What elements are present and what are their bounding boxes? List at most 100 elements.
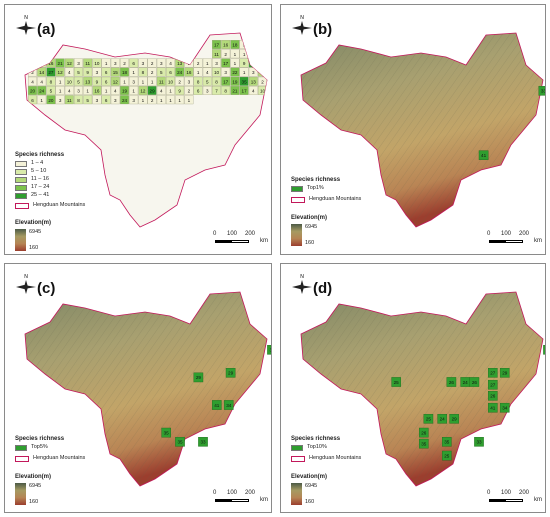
- grid-cell-value: 11: [159, 79, 164, 84]
- grid-cell-value: 9: [96, 79, 99, 84]
- elevation-ramp: [15, 483, 26, 505]
- grid-cell-value: 21: [232, 89, 238, 94]
- grid-cell: [193, 86, 203, 95]
- grid-cell-value: 3: [142, 61, 145, 66]
- grid-cell: [101, 86, 111, 95]
- region-boundary: [300, 291, 544, 487]
- top-cell: [499, 402, 510, 413]
- grid-cell-value: 1: [188, 61, 191, 66]
- grid-cell: [212, 49, 221, 59]
- legend-swatch: [15, 445, 27, 451]
- elevation-ramp: [15, 229, 26, 251]
- terrain-map: 33 41: [300, 32, 545, 228]
- grid-cell-value: 1: [252, 43, 255, 48]
- grid-cell-value: 16: [186, 70, 192, 75]
- elevation-legend: Elevation(m) 6945 160: [291, 474, 328, 505]
- species-richness-legend: Species richness 1 – 4 5 – 10 11 – 16 17…: [15, 152, 86, 209]
- elevation-ramp: [291, 483, 302, 505]
- grid-cell: [55, 86, 65, 95]
- grid-cell-value: 1: [206, 61, 209, 66]
- grid-cell: [156, 95, 166, 105]
- grid-cell-value: 10: [214, 70, 220, 75]
- grid-cell-value: 9: [243, 61, 246, 66]
- grid-cells: 3233252624262729272641342524292635352533: [391, 344, 545, 461]
- top-cell-value: 41: [490, 406, 496, 411]
- grid-cell: [239, 58, 249, 68]
- grid-cell-value: 12: [140, 89, 146, 94]
- grid-cell-value: 13: [177, 61, 183, 66]
- grid-cell: [101, 76, 111, 86]
- grid-cell: [212, 40, 221, 49]
- grid-cell: [175, 67, 185, 77]
- grid-cell: [212, 86, 221, 95]
- top-cell: [543, 344, 545, 355]
- boundary-swatch: [291, 456, 305, 462]
- grid-cell-value: 1: [142, 98, 145, 103]
- top-cell-value: 29: [196, 375, 202, 380]
- top-cell-value: 24: [463, 380, 469, 385]
- grid-cell-value: 3: [96, 70, 99, 75]
- grid-cell-value: 11: [214, 52, 219, 57]
- elevation-legend: Elevation(m) 6945 160: [15, 474, 52, 505]
- grid-cell-value: 4: [169, 61, 172, 66]
- grid-cell-value: 24: [122, 98, 128, 103]
- grid-cell: [64, 58, 74, 68]
- elevation-legend: Elevation(m) 6945 160: [291, 215, 328, 246]
- top-cell: [487, 402, 498, 413]
- species-richness-legend: Species richness Top5% Hengduan Mountain…: [15, 436, 86, 462]
- grid-cell-value: 1: [234, 52, 237, 57]
- grid-cell: [28, 58, 37, 68]
- grid-cell: [166, 58, 175, 68]
- grid-cell: [83, 95, 93, 105]
- grid-cell-value: 5: [86, 98, 89, 103]
- grid-cell: [83, 76, 93, 86]
- grid-cell: [166, 67, 175, 77]
- grid-cell: [46, 76, 56, 86]
- grid-cell-value: 8: [50, 79, 53, 84]
- grid-cell-value: 2: [261, 79, 264, 84]
- grid-cell: [37, 95, 47, 105]
- legend-swatch: [15, 177, 27, 183]
- grid-cell-value: 1: [169, 89, 172, 94]
- grid-cell-value: 12: [67, 61, 73, 66]
- grid-cell: [37, 67, 47, 77]
- top-cell: [446, 377, 457, 387]
- top-cell: [469, 377, 480, 387]
- grid-cell: [248, 49, 258, 59]
- grid-cell-value: 29: [150, 89, 156, 94]
- grid-cell-value: 11: [67, 98, 72, 103]
- top-cell: [474, 436, 484, 447]
- grid-cell-value: 18: [232, 43, 238, 48]
- grid-cell: [166, 86, 175, 95]
- top-cell-value: 35: [421, 441, 427, 446]
- grid-cell: [129, 76, 139, 86]
- legend-swatch: [15, 161, 27, 167]
- grid-cell-value: 10: [94, 61, 100, 66]
- top-cell-value: 35: [164, 430, 170, 435]
- grid-cell-value: 3: [215, 61, 218, 66]
- grid-cell-value: 12: [113, 79, 119, 84]
- grid-cell-value: 3: [114, 61, 117, 66]
- grid-cell: [147, 76, 157, 86]
- grid-cell: [138, 76, 148, 86]
- grid-cell: [129, 58, 139, 68]
- grid-cell-value: 5: [160, 70, 163, 75]
- grid-cell: [239, 76, 249, 86]
- grid-cell-value: 1: [132, 89, 135, 94]
- grid-cell: [92, 67, 102, 77]
- grid-cell-value: 1: [105, 89, 108, 94]
- grid-cell-value: 4: [68, 89, 71, 94]
- grid-cell: [230, 67, 240, 77]
- grid-cell: [156, 67, 166, 77]
- top-cell: [175, 436, 185, 447]
- top-cell: [211, 400, 222, 410]
- panel-label: (a): [37, 21, 56, 38]
- grid-cell: [138, 95, 148, 105]
- top-cell-value: 26: [421, 430, 427, 435]
- grid-cell: [202, 86, 212, 95]
- grid-cell: [37, 76, 47, 86]
- top-cell: [423, 413, 434, 424]
- grid-cell: [147, 58, 157, 68]
- grid-cell-value: 1: [261, 61, 264, 66]
- richness-grid-map: 1716183113112111615101621123111013263234…: [24, 32, 268, 228]
